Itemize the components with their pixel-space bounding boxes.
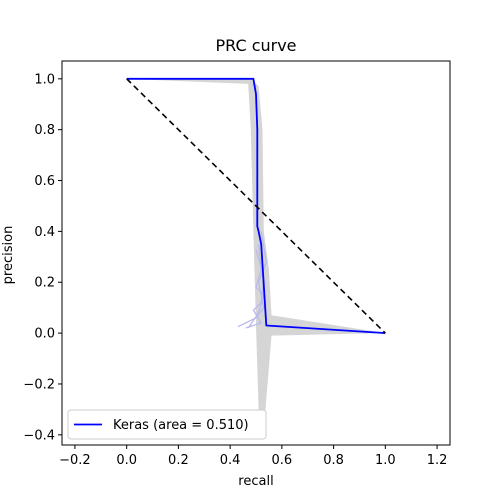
y-tick-label: −0.4 [23,428,55,443]
chart-title: PRC curve [215,36,296,55]
y-tick-label: 0.2 [34,276,55,291]
baseline-dashed-line [126,78,386,334]
y-tick-label: 0.6 [34,174,55,189]
x-tick-label: 1.2 [427,453,448,468]
plot-area [126,77,386,430]
x-tick-label: 0.2 [168,453,189,468]
axes-frame [61,60,451,446]
x-tick-label: 0.0 [116,453,137,468]
light-trace-1 [237,231,267,328]
legend-label-keras: Keras (area = 0.510) [113,418,249,433]
legend-box [67,409,267,440]
y-tick-label: 0.8 [34,123,55,138]
confidence-band [126,78,386,430]
series-line-keras [126,77,386,334]
x-tick-label: 1.0 [375,453,396,468]
x-axis-label: recall [238,474,273,489]
x-tick-label: 0.8 [323,453,344,468]
x-tick-label: 0.6 [272,453,293,468]
y-tick-label: 1.0 [34,72,55,87]
confidence-band-layer [126,78,386,430]
y-axis-ticks: −0.4 −0.2 0.0 0.2 0.4 0.6 0.8 1.0 [23,72,62,443]
series-layer [126,77,386,334]
x-tick-label: 0.4 [220,453,241,468]
legend: Keras (area = 0.510) [67,409,267,440]
x-tick-label: −0.2 [59,453,91,468]
y-axis-label: precision [1,226,16,285]
y-tick-label: −0.2 [23,377,55,392]
x-axis-ticks: −0.2 0.0 0.2 0.4 0.6 0.8 1.0 1.2 [59,445,447,468]
y-tick-label: 0.4 [34,225,55,240]
y-tick-label: 0.0 [34,327,55,342]
